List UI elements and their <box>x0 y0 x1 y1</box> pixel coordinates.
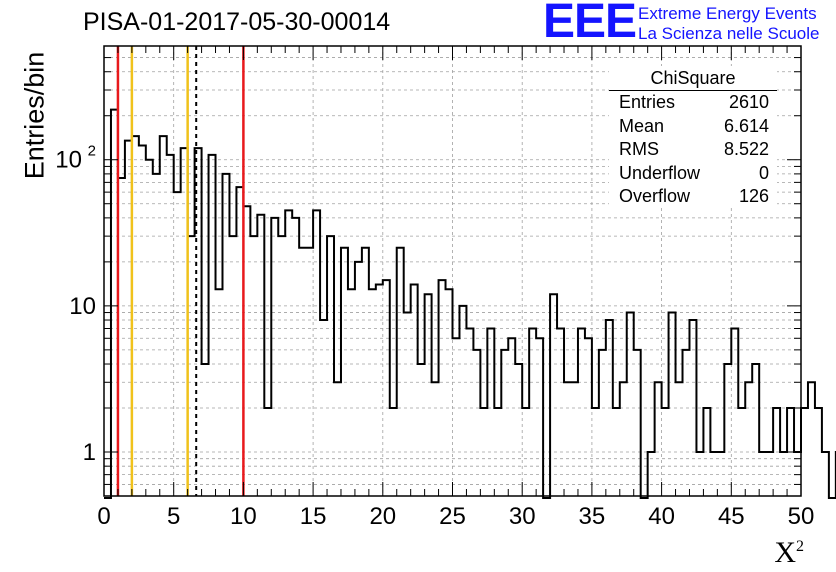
stats-value: 6.614 <box>723 115 769 136</box>
x-axis-label: X2 <box>774 536 804 569</box>
stats-value: 8.522 <box>723 139 769 159</box>
stats-row-entries: Entries 2610 <box>609 91 777 115</box>
stats-title: ChiSquare <box>609 66 777 91</box>
stats-row-mean: Mean 6.614 <box>609 115 777 139</box>
x-tick-label: 25 <box>439 503 466 530</box>
x-tick-label: 0 <box>97 503 110 530</box>
stats-label: Underflow <box>619 162 701 183</box>
y-axis-label: Entries/bin <box>19 51 50 180</box>
y-tick-label: 1 <box>83 439 96 466</box>
stats-label: Overflow <box>619 186 691 206</box>
stats-label: Entries <box>619 92 676 112</box>
chart-title: PISA-01-2017-05-30-00014 <box>83 8 391 36</box>
x-tick-label: 5 <box>167 503 180 530</box>
y-tick-label: 10 <box>69 293 96 320</box>
stats-row-underflow: Underflow 0 <box>609 162 777 186</box>
stats-value: 126 <box>738 186 769 206</box>
stats-value: 2610 <box>728 92 769 112</box>
stats-value: 0 <box>758 162 769 183</box>
stats-row-overflow: Overflow 126 <box>609 185 777 209</box>
axes: 0 5 10 15 20 25 30 35 40 45 50 1 10 10 2 <box>55 45 815 530</box>
x-tick-label: 35 <box>579 503 606 530</box>
logo-line-2: La Scienza nelle Scuole <box>638 24 820 43</box>
x-tick-label: 10 <box>230 503 257 530</box>
stats-label: Mean <box>619 115 665 136</box>
x-tick-label: 15 <box>300 503 327 530</box>
y-tick-label: 10 <box>55 147 82 174</box>
stats-row-rms: RMS 8.522 <box>609 138 777 162</box>
y-tick-label-exponent: 2 <box>88 143 96 160</box>
stats-label: RMS <box>619 139 659 159</box>
x-tick-label: 40 <box>648 503 675 530</box>
stats-box: ChiSquare Entries 2610 Mean 6.614 RMS 8.522… <box>609 66 777 208</box>
threshold-lines <box>116 46 245 496</box>
x-tick-label: 20 <box>369 503 396 530</box>
x-tick-label: 50 <box>788 503 815 530</box>
x-tick-label: 30 <box>509 503 536 530</box>
logo-line-1: Extreme Energy Events <box>638 4 817 23</box>
eee-logo: EEE <box>543 0 637 48</box>
x-tick-label: 45 <box>718 503 745 530</box>
